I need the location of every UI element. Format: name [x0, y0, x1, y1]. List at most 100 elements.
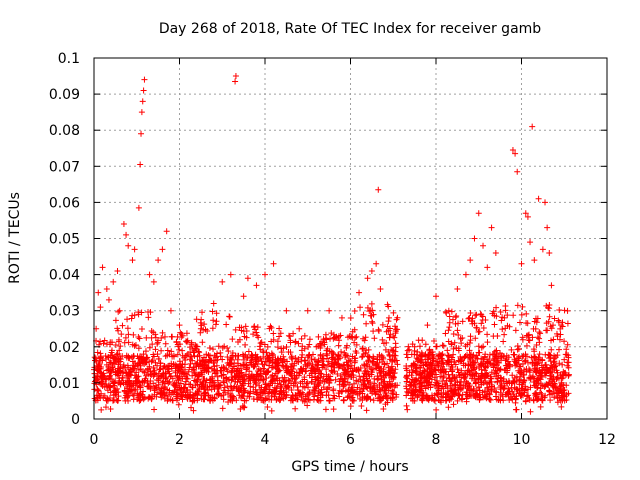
- background-point: [380, 394, 387, 401]
- grid-lines: [94, 58, 607, 419]
- data-point: [197, 325, 204, 332]
- background-point: [218, 364, 225, 371]
- data-point: [514, 168, 521, 175]
- background-point: [304, 392, 311, 399]
- background-point: [106, 359, 113, 366]
- background-point: [217, 353, 224, 360]
- background-point: [472, 354, 479, 361]
- background-point: [556, 383, 563, 390]
- background-point: [143, 355, 150, 362]
- background-point: [280, 356, 287, 363]
- background-point: [387, 367, 394, 374]
- background-point: [391, 334, 398, 341]
- background-point: [312, 376, 319, 383]
- background-point: [449, 393, 456, 400]
- background-point: [484, 363, 491, 370]
- background-point: [511, 351, 518, 358]
- background-point: [245, 380, 252, 387]
- background-point: [213, 318, 220, 325]
- y-tick-labels: 0 0.01 0.02 0.03 0.04 0.05 0.06 0.07 0.08 0.09 0.1: [49, 51, 80, 428]
- background-point: [422, 385, 429, 392]
- background-point: [433, 406, 440, 413]
- background-point: [547, 358, 554, 365]
- data-point: [283, 307, 290, 314]
- background-point: [427, 349, 434, 356]
- background-point: [146, 344, 153, 351]
- background-point: [232, 326, 239, 333]
- background-point: [135, 361, 142, 368]
- data-point: [546, 249, 553, 256]
- background-point: [219, 356, 226, 363]
- background-point: [450, 351, 457, 358]
- y-tick-label: 0.05: [49, 232, 80, 248]
- background-point: [241, 361, 248, 368]
- background-point: [215, 343, 222, 350]
- background-point: [464, 341, 471, 348]
- background-point: [404, 354, 411, 361]
- background-point: [556, 307, 563, 314]
- background-point: [330, 387, 337, 394]
- background-point: [353, 377, 360, 384]
- background-point: [198, 322, 205, 329]
- background-point: [189, 384, 196, 391]
- background-point: [346, 333, 353, 340]
- background-point: [191, 377, 198, 384]
- background-point: [381, 388, 388, 395]
- background-point: [295, 340, 302, 347]
- background-point: [435, 362, 442, 369]
- background-point: [392, 328, 399, 335]
- background-point: [448, 363, 455, 370]
- background-point: [112, 317, 119, 324]
- background-point: [91, 354, 98, 361]
- background-point: [182, 381, 189, 388]
- background-point: [202, 366, 209, 373]
- background-point: [358, 402, 365, 409]
- background-point: [274, 338, 281, 345]
- background-point: [483, 358, 490, 365]
- background-point: [162, 340, 169, 347]
- background-point: [519, 334, 526, 341]
- data-point: [492, 249, 499, 256]
- background-point: [453, 312, 460, 319]
- data-point: [488, 224, 495, 231]
- background-point: [174, 373, 181, 380]
- background-point: [326, 397, 333, 404]
- background-point: [272, 388, 279, 395]
- background-point: [481, 387, 488, 394]
- background-point: [554, 399, 561, 406]
- background-point: [412, 362, 419, 369]
- background-point: [330, 356, 337, 363]
- background-point: [516, 319, 523, 326]
- background-point: [440, 369, 447, 376]
- background-point: [185, 368, 192, 375]
- background-point: [143, 334, 150, 341]
- background-point: [358, 354, 365, 361]
- background-point: [335, 342, 342, 349]
- background-point: [184, 375, 191, 382]
- background-point: [245, 348, 252, 355]
- background-point: [512, 362, 519, 369]
- background-point: [204, 387, 211, 394]
- background-point: [262, 358, 269, 365]
- background-point: [525, 359, 532, 366]
- background-point: [137, 391, 144, 398]
- background-point: [100, 340, 107, 347]
- background-point: [188, 404, 195, 411]
- background-point: [385, 318, 392, 325]
- background-point: [513, 385, 520, 392]
- background-point: [528, 354, 535, 361]
- background-point: [563, 382, 570, 389]
- background-point: [492, 388, 499, 395]
- background-point: [418, 372, 425, 379]
- background-point: [239, 374, 246, 381]
- data-point: [524, 213, 531, 220]
- background-point: [317, 389, 324, 396]
- background-point: [169, 375, 176, 382]
- background-point: [315, 382, 322, 389]
- background-point: [418, 349, 425, 356]
- background-point: [274, 362, 281, 369]
- background-point: [243, 397, 250, 404]
- background-point: [371, 375, 378, 382]
- background-point: [419, 397, 426, 404]
- background-point: [323, 350, 330, 357]
